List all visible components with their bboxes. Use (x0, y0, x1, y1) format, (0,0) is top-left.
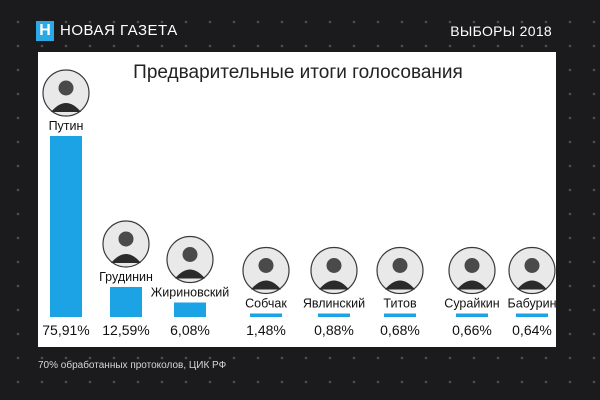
value-label: 0,64% (512, 322, 552, 338)
portrait-head-icon (58, 80, 74, 96)
portrait-head-icon (118, 231, 134, 247)
portrait-head-icon (524, 258, 540, 273)
chart-title: Предварительные итоги голосования (133, 62, 463, 83)
portrait-shoulders-icon (385, 280, 415, 290)
portrait-head-icon (464, 258, 480, 273)
value-label: 75,91% (42, 322, 89, 338)
portrait-head-icon (182, 247, 198, 263)
section-title: ВЫБОРЫ 2018 (450, 23, 552, 39)
bar (50, 136, 82, 317)
portrait-head-icon (326, 258, 342, 273)
portrait-shoulders-icon (111, 253, 141, 263)
candidate-name-label: Собчак (245, 296, 287, 310)
bar (174, 302, 206, 317)
portrait-shoulders-icon (319, 280, 349, 290)
chart-panel: Предварительные итоги голосования Путин 75… (38, 52, 556, 347)
value-label: 0,68% (380, 322, 420, 338)
bar (384, 313, 416, 317)
brand-name: НОВАЯ ГАЗЕТА (60, 22, 178, 39)
value-label: 0,66% (452, 322, 492, 338)
bar (110, 286, 142, 317)
bar (250, 313, 282, 317)
value-label: 12,59% (102, 322, 149, 338)
value-label: 0,88% (314, 322, 354, 338)
candidate-name-label: Бабурин (508, 297, 557, 311)
portrait-shoulders-icon (251, 280, 281, 290)
candidate-name-label: Путин (49, 119, 84, 133)
value-label: 6,08% (170, 322, 210, 338)
portrait-shoulders-icon (517, 280, 547, 290)
value-label: 1,48% (246, 322, 286, 338)
portrait-head-icon (392, 258, 408, 273)
election-bar-chart: Предварительные итоги голосования Путин 75… (42, 62, 557, 338)
bar (456, 313, 488, 317)
portrait-shoulders-icon (457, 280, 487, 290)
portrait-head-icon (258, 257, 274, 273)
newspaper-logo-icon: Н (36, 21, 54, 41)
candidate-name-label: Грудинин (99, 270, 153, 284)
bar (318, 313, 350, 317)
candidate-name-label: Жириновский (151, 286, 230, 300)
bar (516, 313, 548, 317)
candidate-name-label: Сурайкин (444, 297, 499, 311)
candidate-name-label: Явлинский (303, 297, 365, 311)
portrait-shoulders-icon (51, 103, 81, 112)
portrait-shoulders-icon (175, 269, 205, 279)
candidate-name-label: Титов (383, 297, 417, 311)
header: Н НОВАЯ ГАЗЕТА ВЫБОРЫ 2018 (0, 0, 600, 60)
source-note: 70% обработанных протоколов, ЦИК РФ (38, 360, 227, 371)
